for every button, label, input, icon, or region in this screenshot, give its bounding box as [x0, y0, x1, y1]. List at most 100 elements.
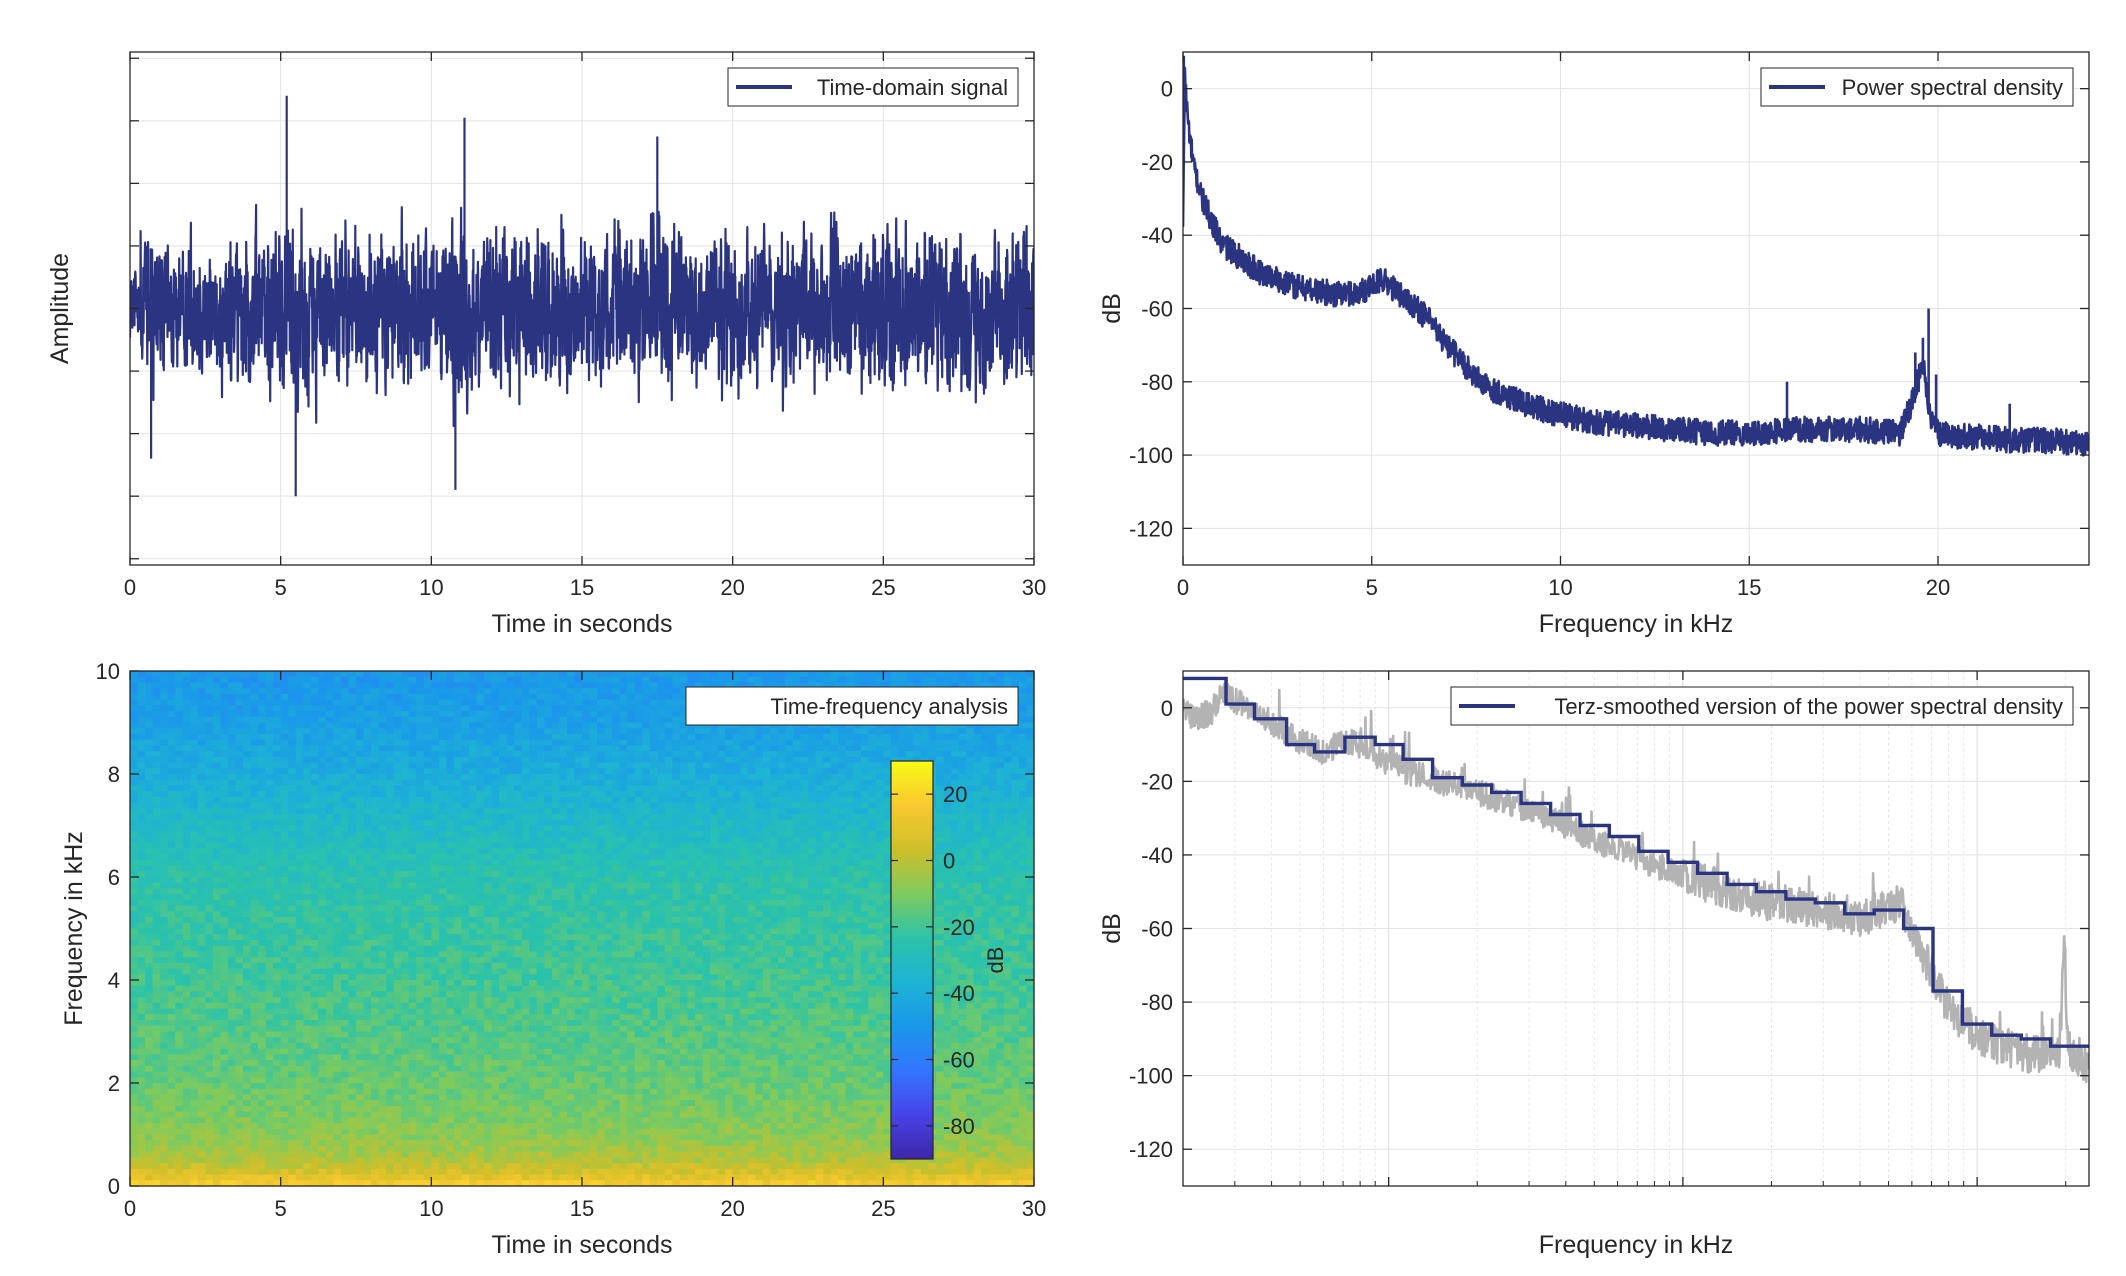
- heatmap-cell: [687, 882, 696, 890]
- heatmap-cell: [966, 814, 975, 821]
- heatmap-cell: [371, 751, 380, 758]
- heatmap-cell: [393, 722, 402, 729]
- heatmap-cell: [250, 899, 259, 907]
- heatmap-cell: [815, 762, 824, 769]
- heatmap-cell: [551, 848, 560, 855]
- heatmap-cell: [770, 877, 779, 884]
- heatmap-cell: [356, 882, 365, 890]
- heatmap-cell: [310, 671, 319, 678]
- heatmap-cell: [363, 688, 372, 695]
- heatmap-cell: [604, 808, 613, 815]
- heatmap-cell: [514, 728, 523, 735]
- heatmap-cell: [981, 671, 990, 678]
- heatmap-cell: [205, 768, 214, 775]
- heatmap-cell: [988, 882, 997, 890]
- heatmap-cell: [408, 688, 417, 695]
- heatmap-cell: [566, 871, 576, 878]
- heatmap-cell: [612, 894, 621, 901]
- heatmap-cell: [627, 779, 636, 787]
- heatmap-cell: [227, 796, 237, 804]
- heatmap-cell: [197, 888, 206, 895]
- heatmap-cell: [860, 854, 869, 861]
- heatmap-cell: [303, 688, 312, 695]
- heatmap-cell: [130, 859, 139, 867]
- heatmap-cell: [619, 882, 628, 890]
- heatmap-cell: [544, 854, 553, 861]
- heatmap-cell: [762, 733, 771, 741]
- heatmap-cell: [755, 871, 764, 878]
- heatmap-cell: [325, 865, 334, 872]
- heatmap-cell: [604, 699, 613, 706]
- heatmap-cell: [295, 688, 304, 695]
- heatmap-cell: [717, 854, 726, 861]
- heatmap-cell: [973, 768, 982, 775]
- heatmap-cell: [484, 814, 493, 821]
- heatmap-cell: [649, 877, 658, 884]
- heatmap-cell: [408, 676, 417, 684]
- heatmap-cell: [777, 888, 786, 895]
- heatmap-cell: [243, 756, 252, 764]
- heatmap-cell: [755, 682, 764, 689]
- heatmap-cell: [777, 836, 786, 844]
- heatmap-cell: [597, 877, 606, 884]
- heatmap-cell: [220, 888, 229, 895]
- heatmap-cell: [250, 682, 259, 689]
- heatmap-cell: [717, 722, 726, 729]
- heatmap-cell: [860, 808, 869, 815]
- heatmap-cell: [702, 865, 711, 872]
- heatmap-cell: [1003, 854, 1012, 861]
- heatmap-cell: [130, 831, 139, 838]
- heatmap-cell: [702, 802, 711, 809]
- heatmap-cell: [589, 888, 598, 895]
- heatmap-cell: [808, 871, 817, 878]
- heatmap-cell: [386, 693, 395, 701]
- heatmap-cell: [943, 848, 952, 855]
- heatmap-cell: [762, 882, 771, 890]
- heatmap-cell: [619, 819, 628, 827]
- heatmap-cell: [687, 733, 696, 741]
- heatmap-cell: [152, 819, 161, 827]
- heatmap-cell: [243, 888, 252, 895]
- heatmap-cell: [845, 682, 854, 689]
- heatmap-cell: [649, 791, 658, 798]
- heatmap-cell: [408, 756, 417, 764]
- heatmap-cell: [212, 842, 221, 849]
- heatmap-cell: [499, 899, 508, 907]
- heatmap-cell: [484, 877, 493, 884]
- heatmap-cell: [258, 733, 267, 741]
- heatmap-cell: [642, 831, 651, 838]
- heatmap-cell: [250, 831, 259, 838]
- heatmap-cell: [551, 825, 560, 832]
- heatmap-cell: [838, 796, 847, 804]
- heatmap-cell: [725, 751, 734, 758]
- heatmap-cell: [566, 762, 576, 769]
- heatmap-cell: [853, 728, 862, 735]
- heatmap-cell: [197, 722, 206, 729]
- heatmap-cell: [265, 774, 274, 781]
- heatmap-cell: [958, 836, 967, 844]
- heatmap-cell: [762, 751, 771, 758]
- heatmap-cell: [461, 774, 470, 781]
- heatmap-cell: [717, 796, 726, 804]
- heatmap-cell: [371, 728, 380, 735]
- heatmap-cell: [604, 785, 613, 792]
- heatmap-cell: [936, 728, 945, 735]
- heatmap-cell: [348, 711, 357, 718]
- heatmap-cell: [1018, 865, 1028, 872]
- heatmap-cell: [627, 711, 636, 718]
- heatmap-cell: [506, 865, 515, 872]
- heatmap-cell: [235, 693, 244, 701]
- heatmap-cell: [559, 899, 568, 907]
- heatmap-cell: [152, 865, 161, 872]
- heatmap-cell: [725, 779, 734, 787]
- heatmap-cell: [657, 877, 666, 884]
- heatmap-cell: [401, 831, 410, 838]
- heatmap-cell: [438, 756, 447, 764]
- heatmap-cell: [371, 768, 380, 775]
- heatmap-cell: [928, 756, 937, 764]
- heatmap-cell: [235, 848, 244, 855]
- heatmap-cell: [1003, 814, 1012, 821]
- heatmap-cell: [265, 688, 274, 695]
- heatmap-cell: [371, 888, 380, 895]
- heatmap-cell: [280, 785, 289, 792]
